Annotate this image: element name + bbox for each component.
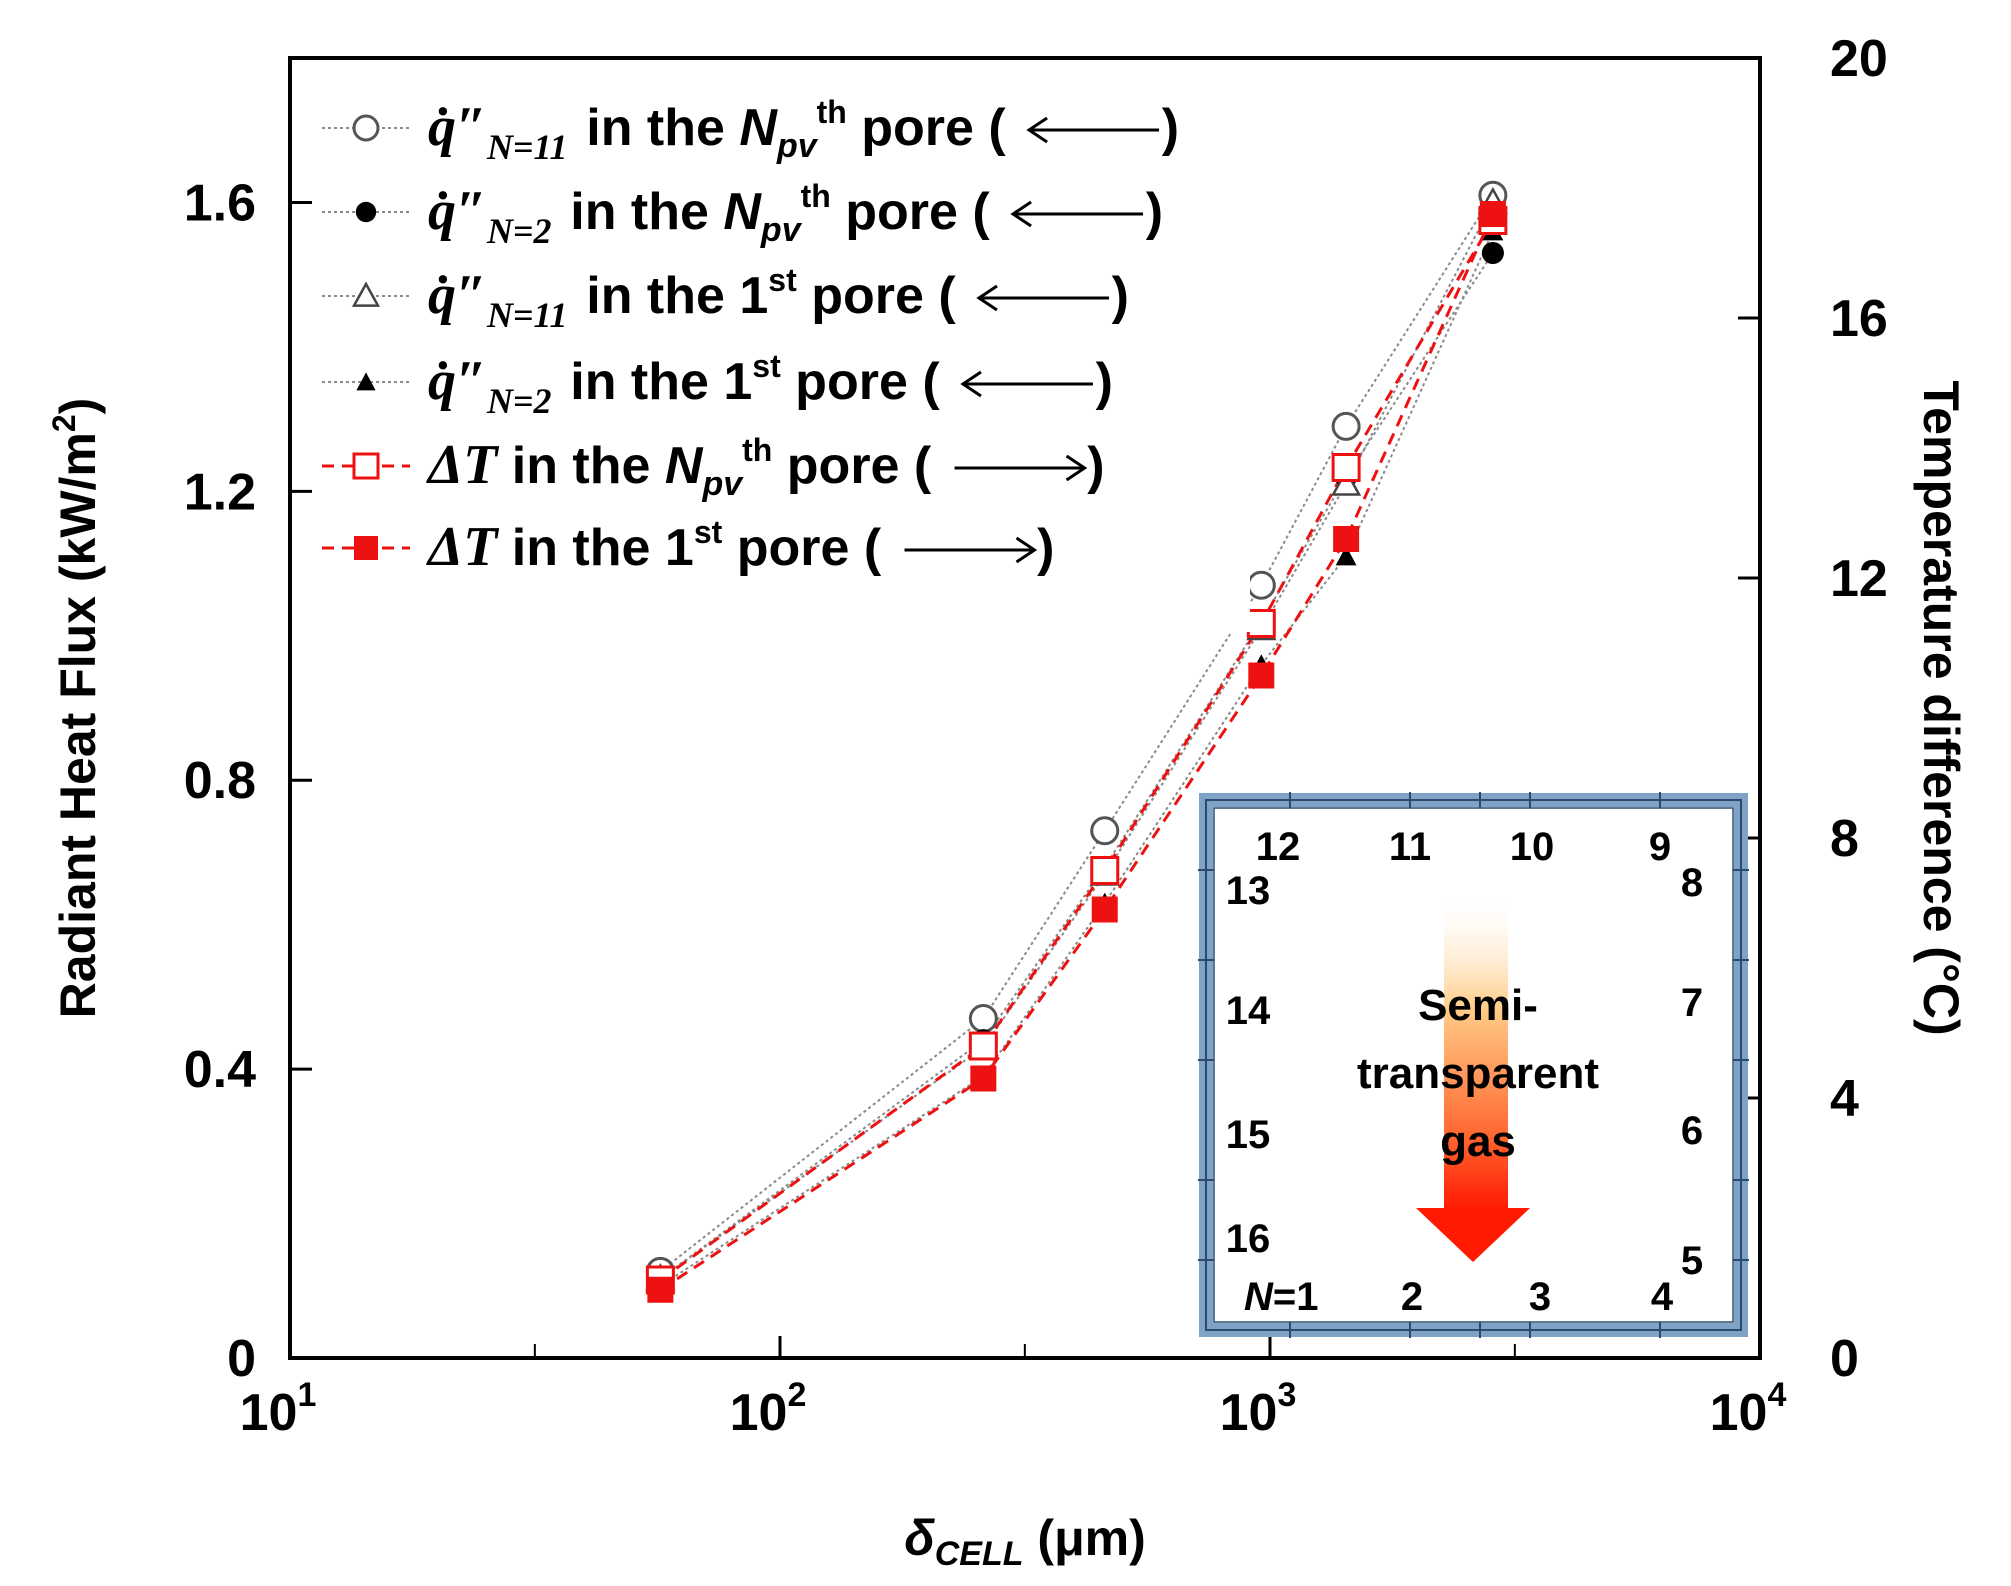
inset-label-14: 14: [1226, 989, 1271, 1033]
data-point-dT_1st: [1091, 896, 1118, 923]
x-tick-label: 102: [730, 1376, 807, 1442]
data-point-q_N2_1st: [1335, 545, 1357, 566]
legend-marker: [356, 372, 376, 391]
legend-background: [318, 92, 1250, 632]
x-axis-ticks: 101 102 103 104: [240, 1336, 1787, 1442]
inset-frame-inner: [1205, 799, 1742, 1331]
data-point-dT_Npv: [1246, 609, 1276, 638]
legend-marker: [351, 281, 381, 307]
legend-item-q_N11_1st: q̇″N=11 in the 1st pore ( ): [322, 262, 1129, 335]
inset-label-13: 13: [1226, 869, 1271, 913]
legend-item-q_N2_Npv: q̇″N=2 in the Npvth pore ( ): [322, 178, 1163, 251]
legend-item-dT_1st: ΔT in the 1st pore ( ): [322, 514, 1055, 578]
legend-marker: [354, 536, 378, 560]
data-point-dT_1st: [1248, 662, 1275, 689]
inset-label-10: 10: [1510, 825, 1555, 869]
y-left-tick-label: 1.6: [184, 174, 256, 232]
series-line-q_N2_1st: [659, 230, 1494, 1287]
gas-arrow-head: [1416, 1208, 1530, 1262]
legend-label: ΔT in the 1st pore ( ): [426, 514, 1055, 578]
data-point-dT_Npv: [1090, 856, 1120, 885]
minor-ticks: [533, 1344, 1516, 1358]
inset-label-8: 8: [1681, 861, 1703, 905]
y-right-tick-label: 0: [1830, 1330, 1859, 1388]
legend-marker: [352, 452, 380, 480]
inset-label-16: 16: [1226, 1217, 1271, 1261]
gas-label-line-2: transparent: [1357, 1049, 1599, 1098]
legend-label: ΔT in the Npvth pore ( ): [426, 432, 1105, 503]
data-point-dT_Npv: [1331, 453, 1361, 482]
legend-marker: [355, 201, 377, 223]
inset-label-5: 5: [1681, 1239, 1703, 1283]
gas-arrow-shaft: [1444, 900, 1508, 1210]
y-left-axis-title: Radiant Heat Flux (kW/m2): [46, 398, 106, 1019]
inset-label-2: 2: [1401, 1275, 1423, 1319]
data-point-dT_1st: [647, 1276, 674, 1303]
data-point-q_N2_Npv: [1481, 241, 1504, 265]
legend-marker: [352, 114, 380, 142]
legend-arrow-left-icon: [976, 284, 998, 312]
x-tick-label: 101: [240, 1376, 317, 1442]
data-point-dT_1st: [1333, 526, 1360, 552]
legend-item-q_N2_1st: q̇″N=2 in the 1st pore ( ): [322, 348, 1113, 421]
inset-label-n1: N=1: [1244, 1275, 1319, 1319]
legend-arrow-right-icon: [1015, 536, 1038, 564]
legend-arrow-left-icon: [1026, 116, 1048, 144]
gas-label-line-3: gas: [1440, 1117, 1516, 1166]
legend-arrow-left-icon: [960, 370, 982, 398]
data-point-q_N11_Npv: [1090, 816, 1120, 846]
legend: q̇″N=11 in the Npvth pore ( ) q̇″N=2 in t…: [318, 92, 1250, 632]
data-point-q_N11_1st: [1330, 468, 1362, 496]
y-left-tick-label: 0: [227, 1330, 256, 1388]
inset-segment-marks: [1198, 792, 1749, 1338]
data-point-dT_1st: [970, 1065, 997, 1092]
inset-label-7: 7: [1681, 981, 1703, 1025]
legend-label: q̇″N=11 in the Npvth pore ( ): [428, 94, 1179, 167]
series-lines: [659, 194, 1495, 1292]
legend-arrow-left-icon: [1010, 200, 1032, 228]
y-right-tick-label: 20: [1830, 30, 1888, 88]
legend-item-q_N11_Npv: q̇″N=11 in the Npvth pore ( ): [322, 94, 1179, 167]
legend-label: q̇″N=2 in the Npvth pore ( ): [428, 178, 1163, 251]
series-line-dT_1st: [659, 213, 1495, 1292]
y-right-tick-label: 8: [1830, 810, 1859, 868]
legend-label: q̇″N=11 in the 1st pore ( ): [428, 262, 1129, 335]
inset-label-15: 15: [1226, 1113, 1271, 1157]
y-right-axis-title: Temperature difference (°C): [1913, 380, 1969, 1035]
series-line-q_N2_Npv: [659, 252, 1494, 1280]
y-left-tick-label: 0.4: [184, 1041, 256, 1099]
inset-label-12: 12: [1256, 825, 1301, 869]
legend-item-dT_Npv: ΔT in the Npvth pore ( ): [322, 432, 1105, 503]
y-right-tick-label: 4: [1830, 1070, 1859, 1128]
inset-frame-inner-line: [1213, 807, 1734, 1323]
inset-label-9: 9: [1649, 825, 1671, 869]
y-left-tick-label: 1.2: [184, 463, 256, 521]
data-point-q_N11_Npv: [1331, 411, 1361, 441]
y-right-tick-label: 12: [1830, 550, 1888, 608]
inset-label-4: 4: [1651, 1275, 1674, 1319]
y-left-axis-ticks: 0 0.4 0.8 1.2 1.6: [184, 174, 312, 1388]
inset-label-11: 11: [1389, 825, 1431, 869]
data-point-q_N11_Npv: [1246, 570, 1276, 600]
series-line-dT_Npv: [659, 219, 1495, 1282]
legend-arrow-right-icon: [1065, 454, 1088, 482]
x-tick-label: 104: [1710, 1376, 1787, 1442]
legend-label: q̇″N=2 in the 1st pore ( ): [428, 348, 1113, 421]
x-tick-label: 103: [1220, 1376, 1297, 1442]
inset-label-6: 6: [1681, 1109, 1703, 1153]
data-point-dT_Npv: [968, 1031, 998, 1061]
data-point-q_N11_Npv: [968, 1004, 998, 1034]
y-left-tick-label: 0.8: [184, 752, 256, 810]
inset-diagram: Semi- transparent gas 12 11 10 9 13 8 14…: [1198, 792, 1749, 1338]
y-right-tick-label: 16: [1830, 290, 1888, 348]
inset-label-3: 3: [1529, 1275, 1551, 1319]
gas-label-line-1: Semi-: [1418, 981, 1538, 1030]
x-axis-title: δCELL (μm): [904, 1510, 1146, 1573]
series-markers: [645, 180, 1508, 1303]
data-point-dT_1st: [1479, 201, 1506, 227]
